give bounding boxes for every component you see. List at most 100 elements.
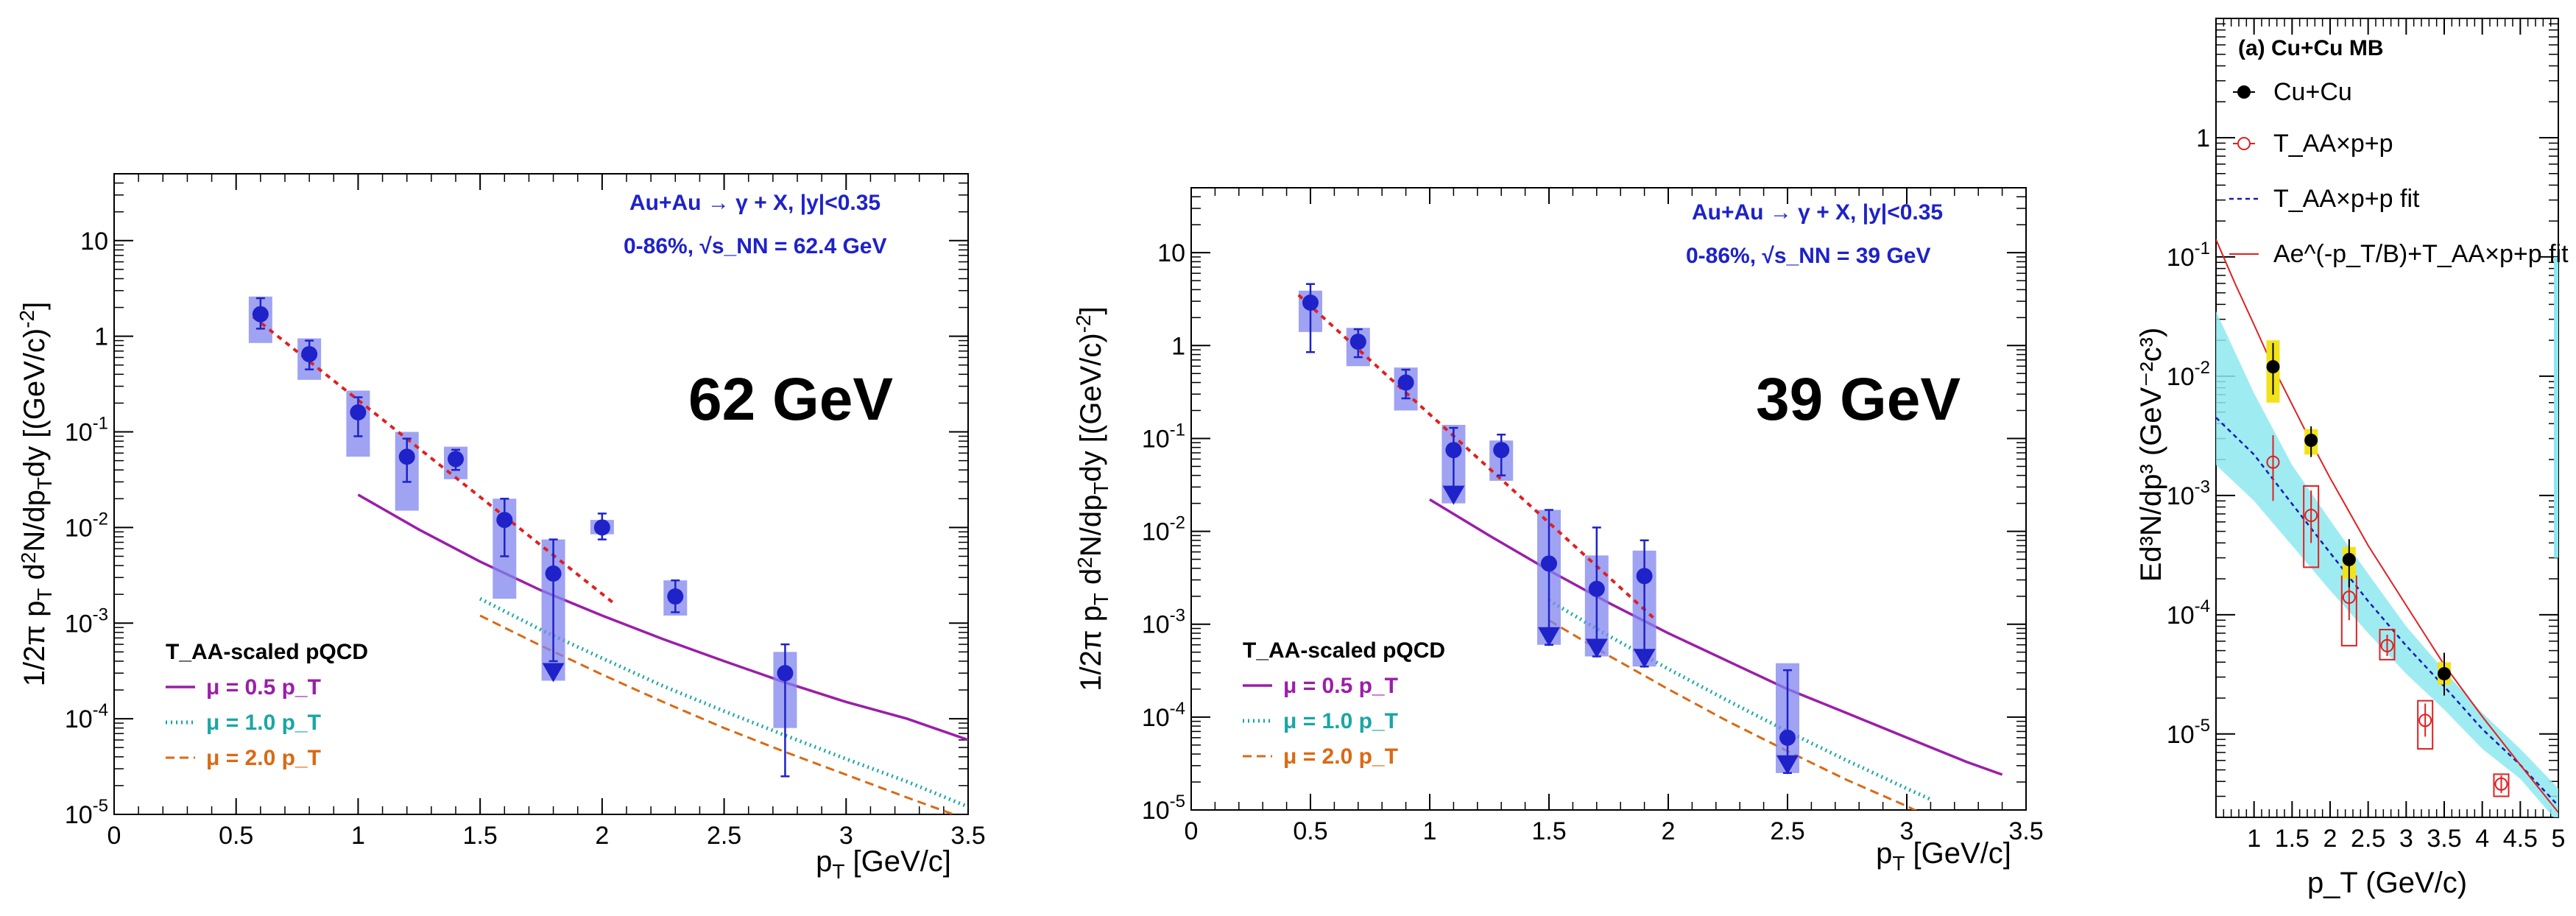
p62-legend-title: T_AA-scaled pQCD xyxy=(166,640,368,664)
p39-x-axis-label: pT [GeV/c] xyxy=(1876,837,2011,875)
p62-y-tick-label: 10-4 xyxy=(65,700,108,733)
p39-upper-limit-arrow xyxy=(1633,649,1656,669)
p39-y-tick-label: 10-5 xyxy=(1142,792,1185,825)
cucu-y-tick-label: 10-1 xyxy=(2167,239,2210,272)
p62-x-tick-label: 3 xyxy=(839,822,853,850)
p39-legend-entry: μ = 0.5 p_T xyxy=(1283,674,1398,698)
p39-legend-title: T_AA-scaled pQCD xyxy=(1243,638,1445,663)
p39-y-axis-label: 1/2π pT d2N/dpTdy [(GeV/c)-2] xyxy=(1072,306,1112,691)
p39-data-point xyxy=(1588,580,1605,597)
p39-x-tick-label: 1.5 xyxy=(1531,817,1566,845)
cucu-y-tick-label: 1 xyxy=(2196,124,2210,152)
p39-data-point xyxy=(1493,442,1510,459)
p39-y-axis-label-text: 1/2π pT d2N/dpTdy [(GeV/c)-2] xyxy=(1072,306,1112,691)
p62-mu-1.0-curve xyxy=(479,596,968,809)
cucu-x-tick-label: 4 xyxy=(2475,825,2489,853)
p62-y-tick-label: 10-5 xyxy=(65,796,108,829)
p39-x-tick-label: 0.5 xyxy=(1293,817,1327,845)
p62-data-point xyxy=(496,512,513,529)
p39-y-tick-label: 10-3 xyxy=(1142,606,1185,639)
p39-data-point xyxy=(1779,729,1796,746)
p62-annotation-line1: Au+Au → γ + X, |y|<0.35 xyxy=(629,191,881,215)
cucu-y-tick-label: 10-2 xyxy=(2167,358,2210,391)
p62-x-tick-label: 2 xyxy=(595,822,609,850)
cucu-pp-sys-box xyxy=(2493,773,2510,797)
cucu-cucu-point xyxy=(2266,360,2280,374)
cucu-x-tick-label: 2 xyxy=(2323,825,2337,853)
p62-legend-entry: μ = 1.0 p_T xyxy=(206,711,321,735)
p39-annotation-line2: 0-86%, √s_NN = 39 GeV xyxy=(1686,244,1930,268)
cucu-x-tick-label: 3.5 xyxy=(2427,825,2461,853)
cucu-y-axis-label: Ed³N/dp³ (GeV⁻²c³) xyxy=(2135,328,2167,582)
p39-x-tick-label: 3.5 xyxy=(2008,817,2043,845)
cucu-x-tick-label: 3 xyxy=(2399,825,2413,853)
p39-x-tick-label: 0 xyxy=(1185,817,1199,845)
cucu-total-fit-line xyxy=(2216,239,2558,813)
p39-big-energy-label: 39 GeV xyxy=(1756,366,1961,433)
p62-data-point xyxy=(667,588,684,605)
cucu-y-tick-label: 10-4 xyxy=(2167,596,2210,630)
cucu-x-tick-label: 5 xyxy=(2552,825,2566,853)
cucu-cucu-point xyxy=(2304,433,2318,447)
p62-data-point xyxy=(777,665,794,682)
cucu-pp-point xyxy=(2494,777,2508,791)
cucu-pp-point xyxy=(2266,455,2280,469)
cucu-legend-entry: T_AA×p+p fit xyxy=(2273,185,2420,213)
cucu-legend-swatch-marker xyxy=(2237,85,2251,99)
p62-data-point xyxy=(350,404,367,421)
p39-data-point xyxy=(1636,568,1653,585)
cucu-y-tick-label: 10-3 xyxy=(2167,477,2210,510)
cucu-pp-point xyxy=(2418,714,2432,727)
p62-y-tick-label: 10 xyxy=(80,228,108,256)
p39-upper-limit-arrow xyxy=(1585,638,1608,658)
p62-data-point xyxy=(593,519,610,536)
p39-upper-limit-arrow xyxy=(1776,755,1799,775)
p62-x-tick-label: 1 xyxy=(351,822,365,850)
p39-y-tick-label: 1 xyxy=(1171,332,1185,360)
p62-data-point xyxy=(398,448,415,465)
cucu-pp-point xyxy=(2380,638,2394,652)
p62-x-tick-label: 2.5 xyxy=(707,822,741,850)
cucu-legend-entry: Cu+Cu xyxy=(2273,78,2352,106)
cucu-legend-swatch-marker xyxy=(2237,137,2251,150)
p62-annotation-line2: 0-86%, √s_NN = 62.4 GeV xyxy=(624,234,887,258)
cucu-pp-fit-uncertainty-band xyxy=(2216,311,2558,817)
p39-legend-entry: μ = 2.0 p_T xyxy=(1283,744,1398,769)
cucu-x-axis-label: p_T (GeV/c) xyxy=(2307,867,2467,899)
p62-y-tick-label: 10-3 xyxy=(65,605,108,638)
p39-data-point xyxy=(1541,555,1557,572)
p39-plot-frame xyxy=(1190,187,2027,811)
p39-upper-limit-arrow xyxy=(1538,627,1560,647)
cucu-legend-entry: T_AA×p+p xyxy=(2273,130,2393,158)
cucu-cucu-point xyxy=(2342,552,2356,566)
cucu-pp-sys-box xyxy=(2379,629,2396,660)
p62-legend-entry: μ = 0.5 p_T xyxy=(206,675,321,700)
p62-upper-limit-arrow xyxy=(542,663,565,683)
cucu-pp-point xyxy=(2304,508,2318,522)
cucu-x-tick-label: 1 xyxy=(2247,825,2261,853)
p39-x-tick-label: 2.5 xyxy=(1770,817,1804,845)
p62-y-tick-label: 10-1 xyxy=(65,414,108,447)
p39-y-tick-label: 10-1 xyxy=(1142,420,1185,453)
p39-data-point xyxy=(1302,294,1319,311)
cucu-cucu-point xyxy=(2438,666,2451,680)
p39-data-point xyxy=(1397,374,1414,391)
cucu-pp-point xyxy=(2342,591,2356,605)
cucu-x-tick-label: 2.5 xyxy=(2351,825,2385,853)
cucu-y-axis-label-text: Ed³N/dp³ (GeV⁻²c³) xyxy=(2135,328,2167,582)
p62-big-energy-label: 62 GeV xyxy=(688,366,893,433)
p39-data-point xyxy=(1445,442,1462,459)
cucu-pp-sys-box xyxy=(2417,700,2434,750)
p62-y-tick-label: 1 xyxy=(94,323,108,351)
p39-annotation-line1: Au+Au → γ + X, |y|<0.35 xyxy=(1692,200,1943,225)
p62-y-tick-label: 10-2 xyxy=(65,509,108,542)
p62-x-tick-label: 0.5 xyxy=(219,822,253,850)
p39-x-tick-label: 2 xyxy=(1662,817,1676,845)
cucu-pp-sys-box xyxy=(2303,485,2320,568)
p39-x-tick-label: 1 xyxy=(1423,817,1437,845)
p62-y-axis-label-text: 1/2π pT d2N/dpTdy [(GeV/c)-2] xyxy=(15,302,56,687)
p62-x-tick-label: 3.5 xyxy=(950,822,985,850)
p62-data-point xyxy=(301,345,318,362)
p39-data-point xyxy=(1349,334,1366,350)
